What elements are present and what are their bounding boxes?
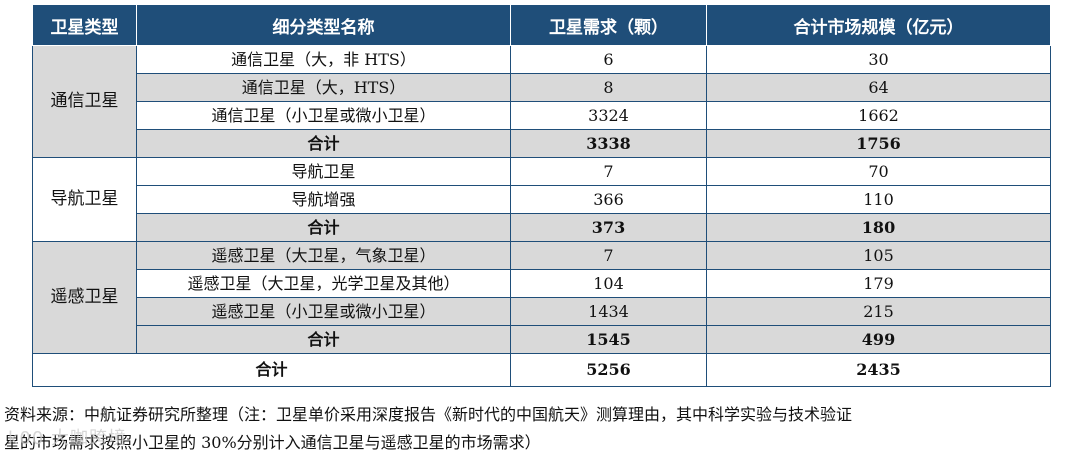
row-demand: 104 [510,269,707,298]
row-market: 70 [706,157,1051,186]
source-note: 资料来源：中航证券研究所整理（注：卫星单价采用深度报告《新时代的中国航天》测算理… [4,401,1078,457]
row-name: 通信卫星（大，HTS） [136,73,511,102]
subtotal-demand: 1545 [510,325,707,354]
row-demand: 7 [510,157,707,186]
row-name: 导航增强 [136,185,511,214]
header-satellite-type: 卫星类型 [32,4,137,46]
subtotal-label: 合计 [136,129,511,158]
subtotal-row: 合计 3338 1756 [33,129,1051,158]
source-note-line-2: 星的市场需求按照小卫星的 30%分别计入通信卫星与遥感卫星的市场需求） [4,433,541,452]
row-market: 30 [706,45,1051,74]
header-satellite-demand: 卫星需求（颗） [510,4,707,46]
table-row: 遥感卫星（小卫星或微小卫星） 1434 215 [33,297,1051,326]
row-market: 64 [706,73,1051,102]
subtotal-row: 合计 373 180 [33,213,1051,242]
grand-total-label: 合计 [32,353,511,387]
group-type-cell: 通信卫星 [32,45,137,158]
table-row: 通信卫星 通信卫星（大，非 HTS） 6 30 [32,45,1051,158]
row-market: 105 [706,241,1051,270]
grand-total-market: 2435 [706,353,1051,387]
row-market: 215 [706,297,1051,326]
row-name: 导航卫星 [136,157,511,186]
row-name: 遥感卫星（大卫星，光学卫星及其他） [136,269,511,298]
satellite-demand-table: 卫星类型 细分类型名称 卫星需求（颗） 合计市场规模（亿元） 通信卫星 通信卫星… [32,4,1051,387]
grand-total-demand: 5256 [510,353,707,387]
table-row: 遥感卫星 遥感卫星（大卫星，气象卫星） 7 105 [32,241,1051,354]
table-row: 导航卫星 导航卫星 7 70 [32,157,1051,242]
row-demand: 366 [510,185,707,214]
row-market: 179 [706,269,1051,298]
row-name: 通信卫星（小卫星或微小卫星） [136,101,511,130]
subtotal-market: 499 [706,325,1051,354]
row-demand: 3324 [510,101,707,130]
row-market: 110 [706,185,1051,214]
row-demand: 1434 [510,297,707,326]
subtotal-market: 180 [706,213,1051,242]
subtotal-label: 合计 [136,213,511,242]
subtotal-demand: 3338 [510,129,707,158]
subtotal-label: 合计 [136,325,511,354]
table-row: 通信卫星（小卫星或微小卫星） 3324 1662 [33,101,1051,130]
row-name: 遥感卫星（大卫星，气象卫星） [136,241,511,270]
row-demand: 7 [510,241,707,270]
row-demand: 6 [510,45,707,74]
source-note-line-1: 资料来源：中航证券研究所整理（注：卫星单价采用深度报告《新时代的中国航天》测算理… [4,405,853,424]
group-type-cell: 导航卫星 [32,157,137,242]
row-market: 1662 [706,101,1051,130]
table-row: 遥感卫星（大卫星，光学卫星及其他） 104 179 [33,269,1051,298]
row-name: 通信卫星（大，非 HTS） [136,45,511,74]
watermark: k00 大咖跨境 [8,428,128,449]
row-demand: 8 [510,73,707,102]
header-market-size: 合计市场规模（亿元） [706,4,1051,46]
grand-total-row: 合计 5256 2435 [32,353,1051,387]
subtotal-row: 合计 1545 499 [33,325,1051,354]
row-name: 遥感卫星（小卫星或微小卫星） [136,297,511,326]
subtotal-demand: 373 [510,213,707,242]
table-row: 导航增强 366 110 [33,185,1051,214]
subtotal-market: 1756 [706,129,1051,158]
header-subtype-name: 细分类型名称 [136,4,511,46]
table-row: 通信卫星（大，HTS） 8 64 [33,73,1051,102]
group-type-cell: 遥感卫星 [32,241,137,354]
table-header-row: 卫星类型 细分类型名称 卫星需求（颗） 合计市场规模（亿元） [32,4,1051,46]
